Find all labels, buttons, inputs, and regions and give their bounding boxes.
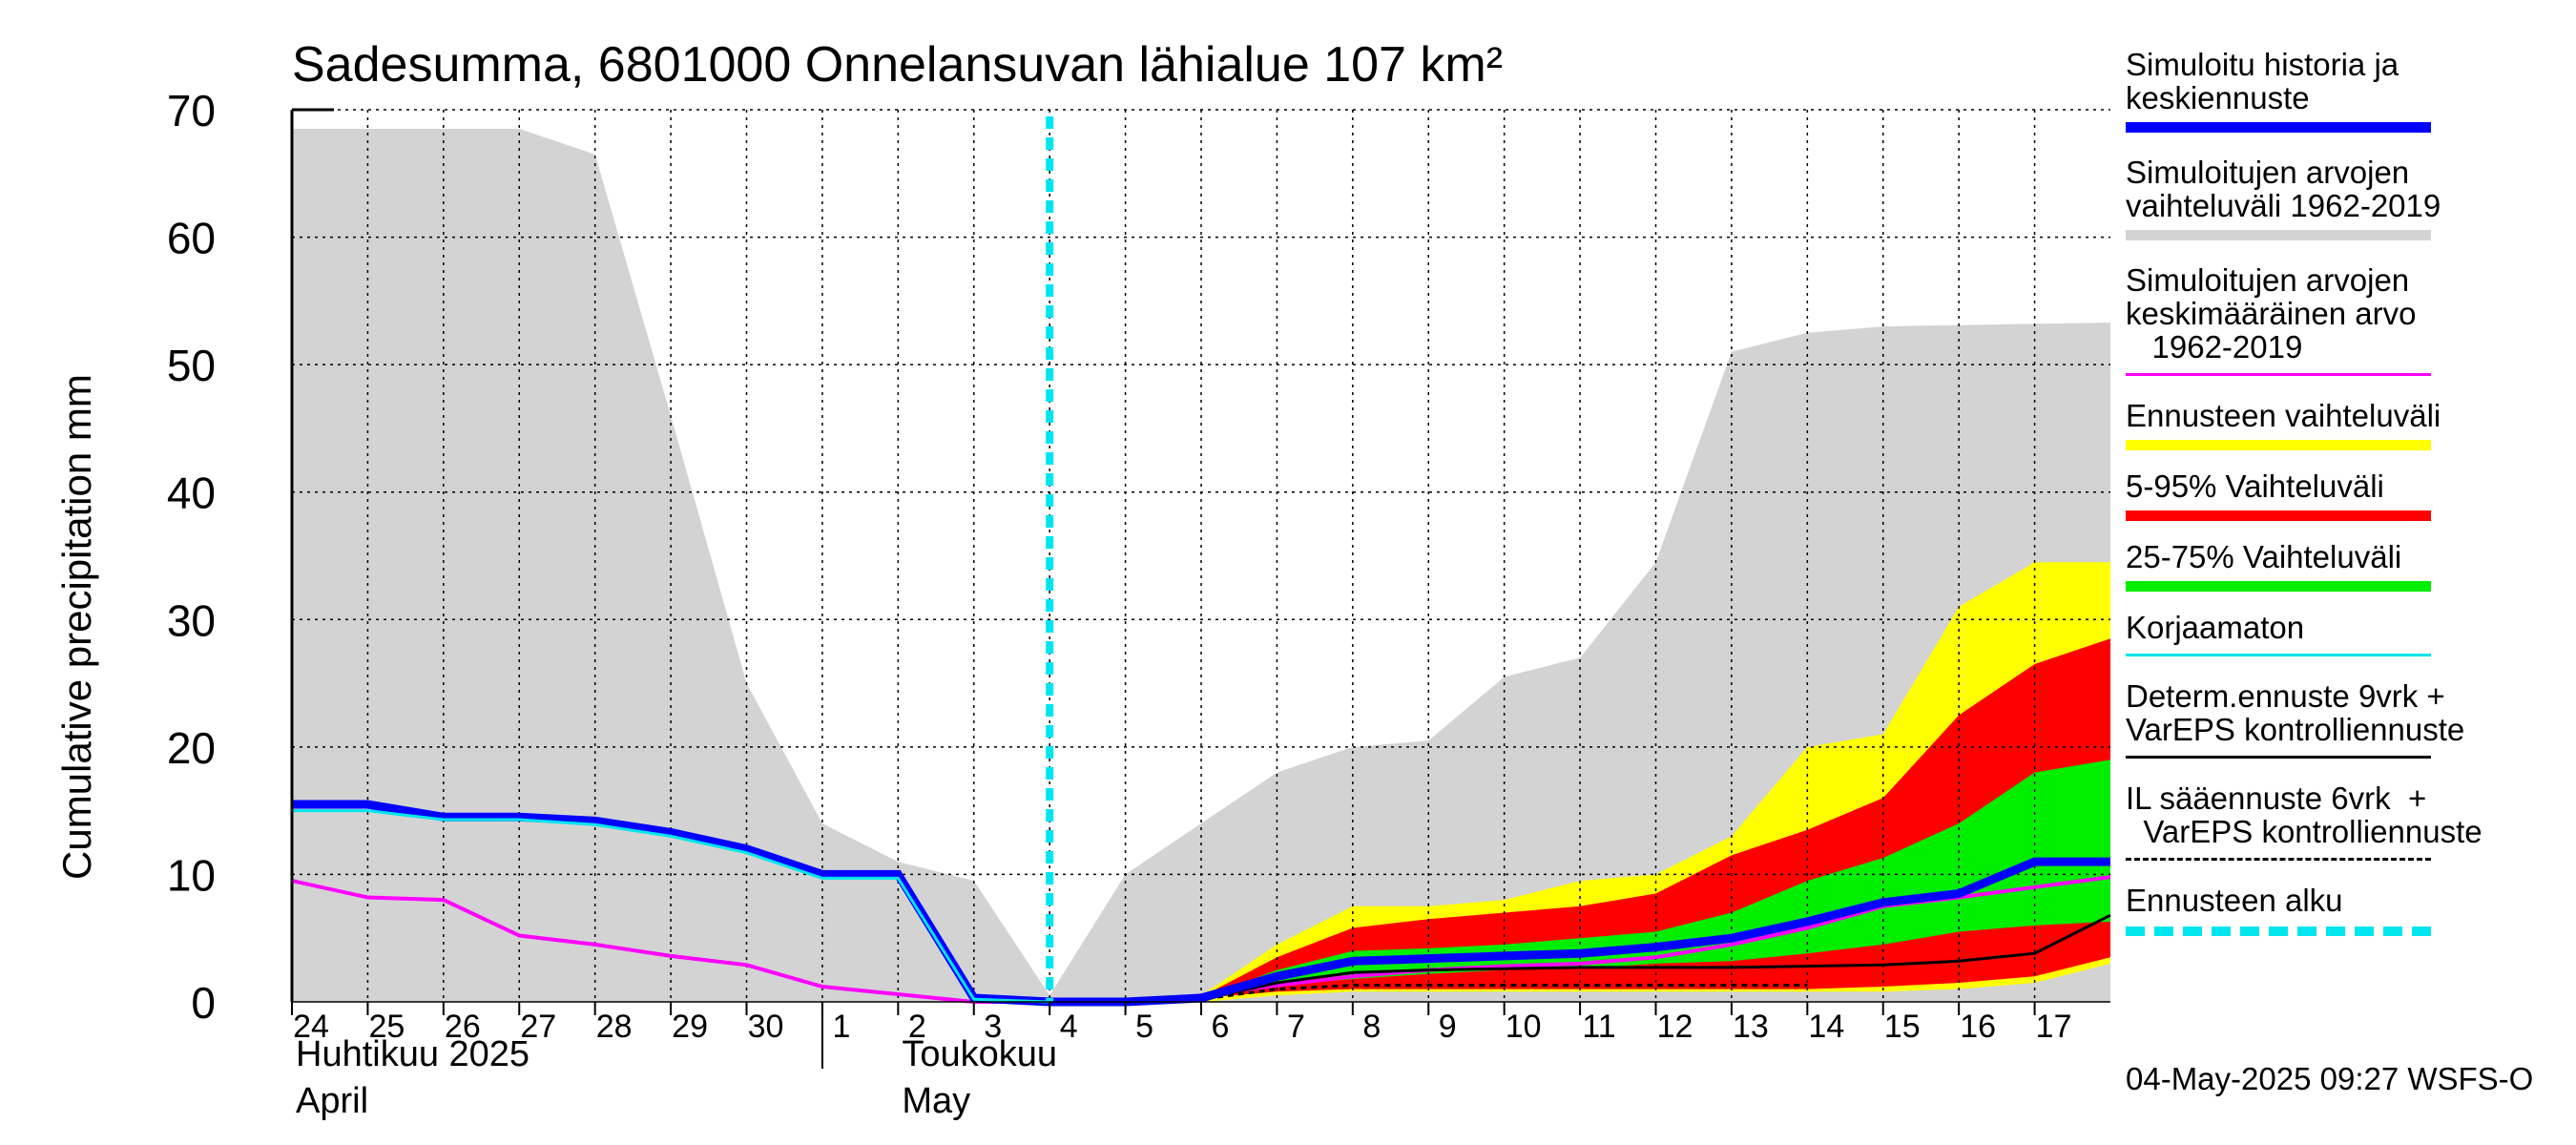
- legend-label: Korjaamaton: [2126, 610, 2305, 645]
- legend-item: Simuloitu historia ja keskiennuste: [2126, 48, 2545, 133]
- x-tick-label: 16: [1960, 1009, 1996, 1045]
- month-label-fi: Toukokuu: [902, 1034, 1057, 1074]
- x-tick-label: 3: [984, 1009, 1002, 1045]
- legend-label: Simuloitujen arvojen vaihteluväli 1962-2…: [2126, 155, 2441, 223]
- legend-item: Simuloitujen arvojen keskimääräinen arvo…: [2126, 263, 2545, 376]
- x-tick-label: 1: [832, 1009, 850, 1045]
- simulated-history-line: [292, 800, 2110, 1007]
- x-tick-label: 24: [293, 1009, 329, 1045]
- y-tick-label: 0: [191, 978, 216, 1028]
- series-lines: [291, 116, 2111, 1007]
- plot-area: [292, 129, 2110, 1002]
- legend-item: Korjaamaton: [2126, 611, 2545, 656]
- legend-item: Ennusteen vaihteluväli: [2126, 399, 2545, 450]
- x-tick-label: 10: [1506, 1009, 1542, 1045]
- month-label-en: May: [902, 1081, 970, 1121]
- legend-swatch: [2126, 440, 2431, 450]
- x-tick-label: 30: [748, 1009, 784, 1045]
- legend-swatch: [2126, 122, 2431, 133]
- legend-label: Simuloitu historia ja keskiennuste: [2126, 47, 2399, 115]
- x-tick-label: 4: [1060, 1009, 1078, 1045]
- legend-item: IL sääennuste 6vrk + VarEPS kontrollienn…: [2126, 781, 2545, 861]
- legend-label: IL sääennuste 6vrk + VarEPS kontrollienn…: [2126, 781, 2483, 849]
- legend-label: 25-75% Vaihteluväli: [2126, 539, 2402, 574]
- x-tick-label: 28: [596, 1009, 633, 1045]
- y-tick-label: 60: [167, 214, 216, 263]
- x-tick-label: 29: [672, 1009, 708, 1045]
- legend-swatch: [2126, 581, 2431, 592]
- legend-swatch: [2126, 510, 2431, 521]
- grid-lines: [292, 109, 2110, 1002]
- month-label-fi: Huhtikuu 2025: [296, 1034, 530, 1074]
- y-tick-label: 10: [167, 850, 216, 900]
- x-tick-label: 7: [1287, 1009, 1305, 1045]
- p25-75-band: [1049, 760, 2110, 1002]
- y-tick-label: 50: [167, 341, 216, 390]
- legend-item: 25-75% Vaihteluväli: [2126, 540, 2545, 592]
- y-tick-label: 30: [167, 595, 216, 645]
- x-tick-label: 6: [1212, 1009, 1230, 1045]
- x-tick-label: 5: [1135, 1009, 1153, 1045]
- legend-swatch: [2126, 926, 2431, 936]
- legend-label: Ennusteen vaihteluväli: [2126, 398, 2441, 433]
- legend-swatch: [2126, 756, 2431, 759]
- legend-item: Simuloitujen arvojen vaihteluväli 1962-2…: [2126, 156, 2545, 240]
- legend-swatch: [2126, 373, 2431, 376]
- legend-item: Determ.ennuste 9vrk + VarEPS kontrollien…: [2126, 679, 2545, 759]
- x-tick-label: 25: [369, 1009, 405, 1045]
- chart-title: Sadesumma, 6801000 Onnelansuvan lähialue…: [292, 37, 1503, 93]
- x-tick-label: 2: [908, 1009, 926, 1045]
- legend-item: 5-95% Vaihteluväli: [2126, 469, 2545, 521]
- legend-swatch: [2126, 230, 2431, 240]
- month-label-en: April: [296, 1081, 368, 1121]
- uncorrected-line: [292, 809, 1050, 1004]
- x-tick-label: 15: [1884, 1009, 1921, 1045]
- x-tick-label: 26: [445, 1009, 481, 1045]
- y-tick-label: 70: [167, 86, 216, 135]
- legend-label: Determ.ennuste 9vrk + VarEPS kontrollien…: [2126, 678, 2465, 747]
- x-tick-label: 12: [1657, 1009, 1693, 1045]
- precipitation-chart: Sadesumma, 6801000 Onnelansuvan lähialue…: [54, 37, 2111, 1121]
- x-tick-label: 8: [1362, 1009, 1381, 1045]
- x-tick-label: 17: [2036, 1009, 2072, 1045]
- y-axis-label: Cumulative precipitation mm: [54, 374, 99, 880]
- x-tick-label: 11: [1582, 1009, 1615, 1045]
- legend-label: 5-95% Vaihteluväli: [2126, 468, 2384, 504]
- legend-swatch: [2126, 654, 2431, 656]
- legend-item: Ennusteen alku: [2126, 884, 2545, 936]
- legend-label: Ennusteen alku: [2126, 883, 2343, 918]
- y-tick-label: 40: [167, 468, 216, 518]
- x-tick-label: 14: [1808, 1009, 1844, 1045]
- x-tick-label: 9: [1439, 1009, 1457, 1045]
- x-tick-label: 27: [520, 1009, 556, 1045]
- y-tick-label: 20: [167, 723, 216, 773]
- x-tick-label: 13: [1733, 1009, 1769, 1045]
- timestamp-footer: 04-May-2025 09:27 WSFS-O: [2126, 1061, 2534, 1096]
- legend-swatch: [2126, 858, 2431, 861]
- legend: Simuloitu historia ja keskiennuste Simulo…: [2126, 48, 2545, 936]
- legend-label: Simuloitujen arvojen keskimääräinen arvo…: [2126, 262, 2417, 364]
